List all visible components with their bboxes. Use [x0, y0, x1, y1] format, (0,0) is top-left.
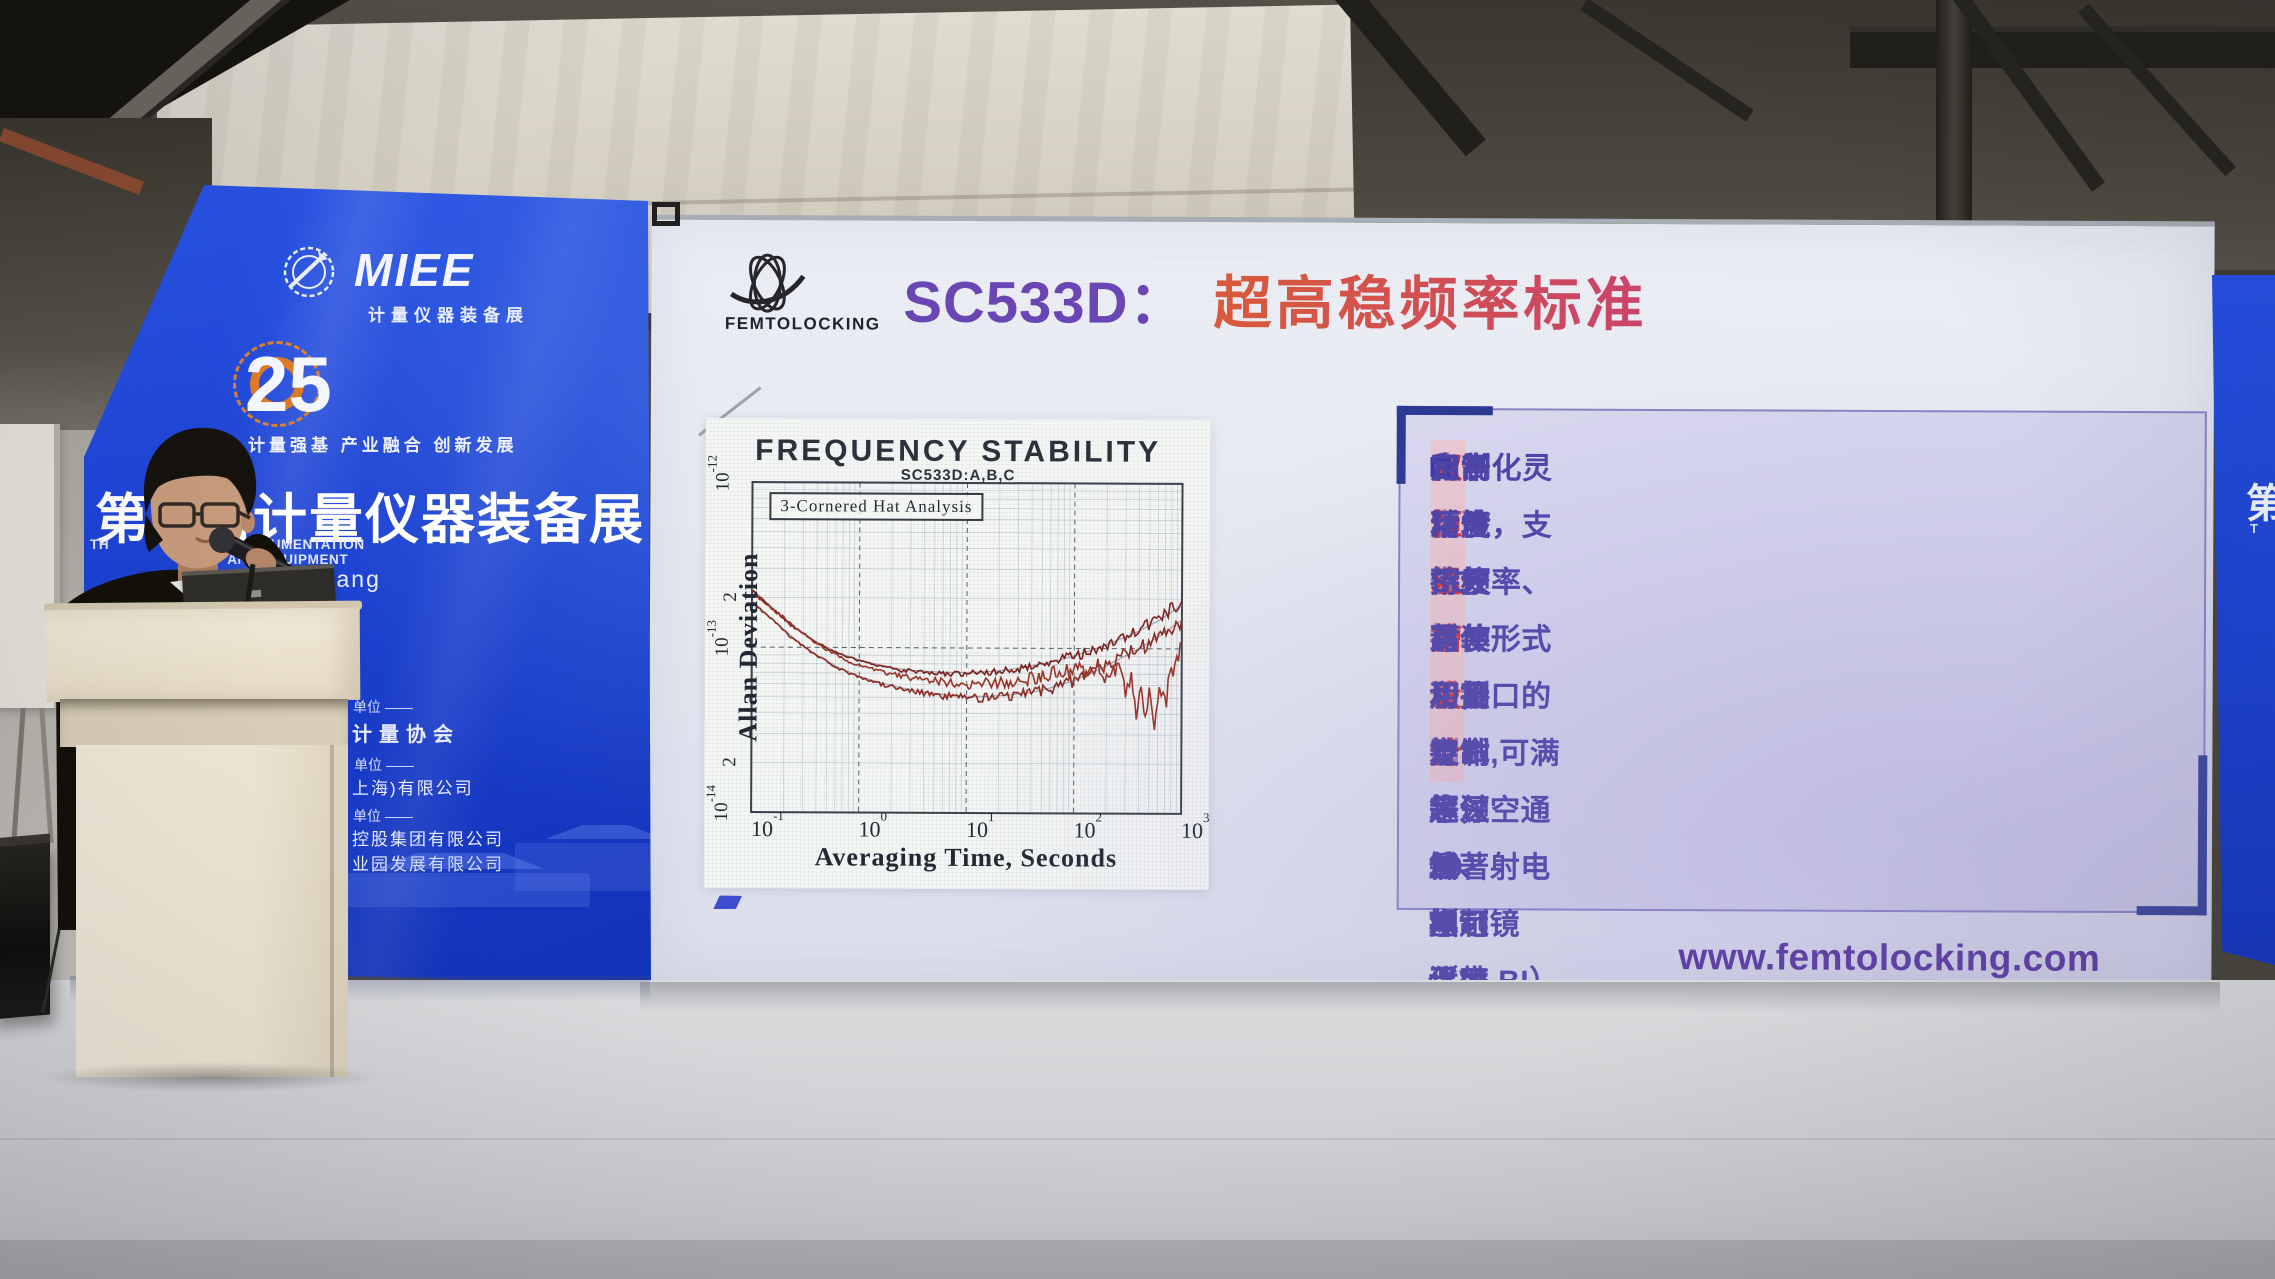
podium-top-panel [45, 607, 361, 703]
led-screen: FEMTOLOCKING SC533D： 超高稳频率标准 FREQUENCY ST… [648, 214, 2215, 1279]
chart-title: FREQUENCY STABILITY [755, 434, 1162, 469]
stage-edge-line [0, 1138, 2275, 1140]
series-SC533D:B [751, 601, 1183, 703]
bullet-text: 内置的 [1430, 451, 1462, 600]
right-banner-fragment: 第 [2246, 482, 2275, 526]
shadow [40, 1062, 384, 1092]
organizer-fragment: 业园发展有限公司 [352, 855, 504, 874]
y-tick: 10 -12 [704, 454, 734, 492]
corner-accent [2197, 755, 2208, 916]
femtolocking-rings-icon [729, 253, 806, 313]
bullet-text: 日常环境下便可使用，寿命超过20年 [1428, 451, 1492, 942]
podium-seam [330, 745, 334, 1077]
square-bullet-icon [1430, 456, 1451, 478]
shadow [640, 982, 2220, 1012]
slide-title: SC533D： 超高稳频率标准 [903, 255, 1648, 338]
bullet-item: 日常环境下便可使用，寿命超过20年 [1429, 440, 1492, 941]
bullet-item: 定制化灵活性，支持频率、封装形式和接口的定制,可满足深空通信、射电望远镜（VLB… [1428, 440, 1560, 1113]
miee-logo-text: MIEE [354, 244, 475, 296]
bullet-highlight: 双恒温槽设计 [1429, 439, 1466, 783]
key-points-panel: 稳定性接近原子钟水平 用于实验室校准、计量测试等领域（可代替原子钟） 内置的 双恒… [1396, 405, 2208, 1279]
brand-name: FEMTOLOCKING [724, 313, 881, 334]
exhibition-subtitle-fragment: TH [90, 537, 110, 552]
y-tick: 2 [719, 757, 741, 768]
y-tick: 10 -14 [703, 784, 733, 822]
series-fit-upper [751, 588, 1183, 674]
x-axis-label: Averaging Time, Seconds [814, 842, 1118, 873]
organizer-fragment: 计量协会 [352, 724, 460, 746]
podium [76, 745, 348, 1077]
bullet-item: 内置的 双恒温槽设计 和高精度SC晶体切割技术，显著抑制温度波动和机械振动对频率的影… [1427, 439, 1492, 1279]
year-2025: 2 25 [245, 345, 332, 423]
chart-subtitle: SC533D:A,B,C [900, 466, 1016, 485]
exhibition-title-fragment: 第 [95, 490, 150, 550]
bullet-text: 稳定性接近原子钟水平 [1428, 451, 1462, 998]
square-bullet-icon [1430, 456, 1451, 478]
pavilion-graphic [515, 843, 651, 891]
y-tick: 10 -13 [703, 619, 733, 657]
organizer-fragment: 上海)有限公司 [352, 779, 474, 798]
bullet-item: 稳定性接近原子钟水平 [1428, 440, 1469, 998]
slide-title-text: 超高稳频率标准 [1213, 271, 1648, 338]
bullet-item: 用于实验室校准、计量测试等领域（可代替原子钟） [1428, 440, 1492, 1112]
square-bullet-icon [1430, 456, 1451, 478]
corner-accent [2136, 906, 2207, 916]
frequency-stability-chart: FREQUENCY STABILITY SC533D:A,B,C 3-Corne… [703, 417, 1211, 891]
decorative-slash [698, 386, 762, 437]
banner-slogan: 计量强基 产业融合 创新发展 [248, 436, 518, 455]
podium-recess [60, 699, 348, 747]
series-SC533D:A [751, 589, 1183, 678]
miee-swirl-icon [283, 246, 335, 298]
pavilion-graphic [340, 873, 590, 907]
organizer-fragment: 单位 —— [354, 757, 414, 773]
corner-accent [1396, 405, 1406, 484]
right-banner-fragment: T [2250, 521, 2258, 536]
chart-annotation: 3-Cornered Hat Analysis [769, 492, 984, 522]
chart-plot-area [750, 481, 1184, 815]
organizer-fragment: 单位 —— [353, 699, 413, 715]
y-axis-label: Allan Deviation [733, 552, 764, 742]
corner-accent [1396, 405, 1493, 416]
axis-ticks: 10 -1 10 0 10 1 10 2 10 3 10 -12 2 10 -13 2 10 -14 [703, 418, 1211, 890]
square-bullet-icon [1430, 456, 1451, 478]
pavilion-graphic [376, 853, 544, 869]
series-fit-lower [751, 600, 1183, 697]
slide-title-model: SC533D： [903, 269, 1188, 336]
roof-beam [1850, 26, 2275, 68]
dash-decoration [713, 895, 1137, 914]
square-bullet-icon [1430, 456, 1451, 478]
series-SC533D:C [751, 593, 1183, 730]
website-url: www.femtolocking.com [1678, 936, 2101, 979]
year-digit: 25 [245, 340, 332, 428]
gauge-dial-icon [250, 357, 304, 411]
organizer-fragment: 单位 —— [353, 808, 413, 824]
miee-logo-subtitle: 计量仪器装备展 [368, 306, 529, 325]
stage-floor [0, 980, 2275, 1279]
stage-front-face [0, 1240, 2275, 1279]
organizer-fragment: 控股集团有限公司 [352, 830, 504, 849]
right-banner: 第 T [2212, 275, 2275, 965]
screen-mount-bracket [652, 202, 680, 226]
y-tick: 2 [720, 592, 742, 603]
presentation-slide: FEMTOLOCKING SC533D： 超高稳频率标准 FREQUENCY ST… [648, 220, 2214, 1279]
